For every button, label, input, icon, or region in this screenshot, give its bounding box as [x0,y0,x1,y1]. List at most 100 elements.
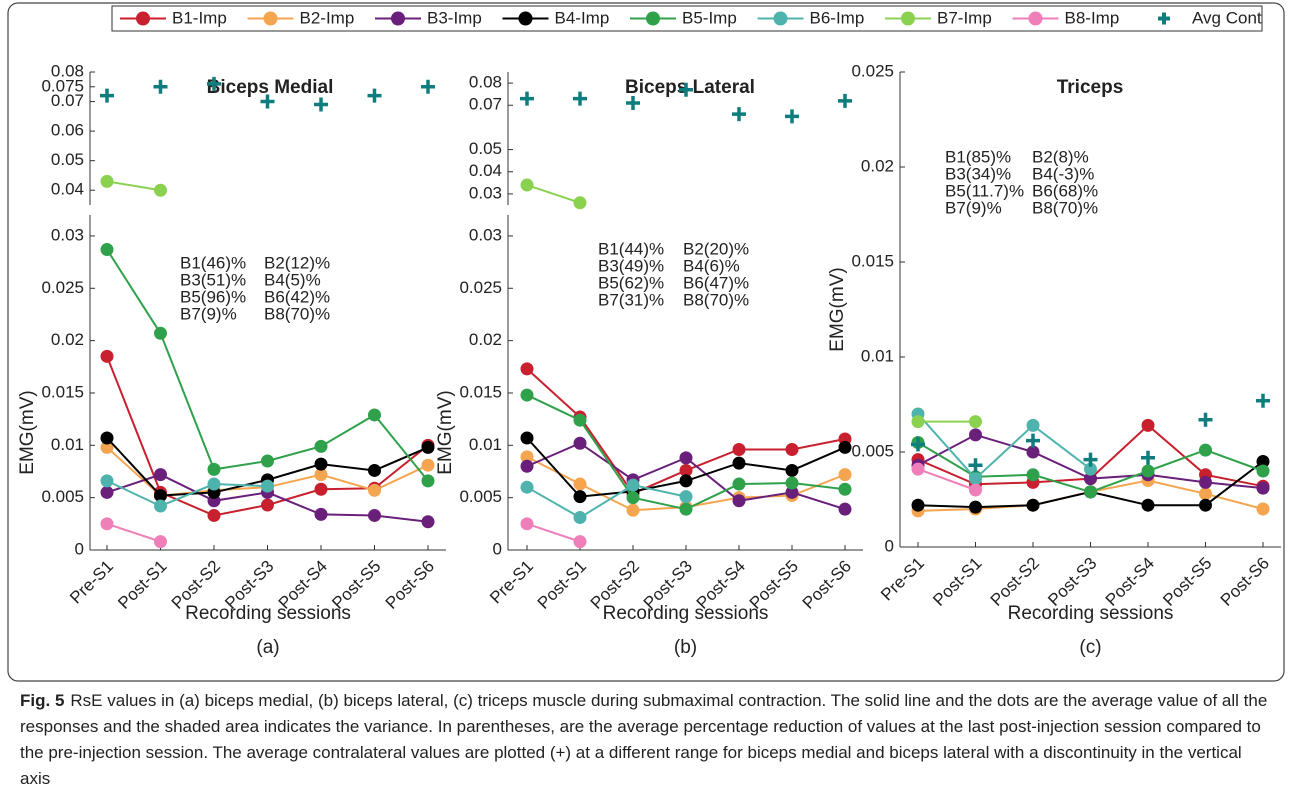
y-tick-label: 0.005 [459,487,502,506]
x-tick-label: Post-S6 [382,557,438,613]
data-point [969,472,982,486]
figure: B1-Imp B2-Imp B3-Imp B4-Imp B5-Imp B6-Imp B7-I… [7,2,1285,682]
annotation: B5(62)% [598,273,664,292]
data-point [100,431,114,445]
legend-label: B4-Imp [555,8,610,27]
data-point [679,474,693,488]
legend-label: B8-Imp [1065,8,1120,27]
legend-label: B1-Imp [172,8,227,27]
data-point [261,479,274,493]
annotation: B1(85)% [945,147,1011,166]
series-line [917,468,976,491]
data-point [261,454,274,468]
data-point [573,436,587,450]
annotation: B7(9)% [180,304,237,323]
annotation: B1(44)% [598,239,664,258]
avg-marker [1256,393,1270,408]
avg-marker [911,437,925,452]
series-line [526,184,581,204]
legend-marker [773,11,788,26]
data-point [154,183,167,197]
y-tick-label: 0.025 [851,61,894,80]
data-point [785,443,799,456]
data-point [785,485,799,499]
avg-marker [421,79,435,94]
data-point [100,440,114,454]
y-tick-label: 0.005 [41,487,84,506]
annotation: B2(8)% [1032,147,1089,166]
data-point [368,463,381,477]
series-line [106,480,268,508]
data-point [261,498,274,512]
series-line [526,484,687,519]
y-tick-label: 0.005 [851,441,894,460]
panel-label: (c) [1079,637,1101,658]
data-point [626,491,640,505]
data-point [679,490,693,504]
data-point [207,462,221,476]
y-tick-label: 0.03 [51,225,84,244]
data-point [207,508,221,522]
data-point [573,490,587,504]
y-axis-label: EMG(mV) [435,390,456,474]
annotation: B3(34)% [945,164,1011,183]
series-line [106,180,161,192]
data-point [520,480,534,494]
y-tick-label: 0.07 [51,91,84,110]
data-point [1084,472,1097,486]
annotation: B5(96)% [180,287,246,306]
data-point [732,443,746,456]
data-point [100,474,114,488]
legend-marker [391,11,405,26]
annotation: B7(31)% [598,290,664,309]
x-tick-label: Pre-S1 [66,557,117,608]
y-tick-label: 0 [885,536,894,555]
x-tick-label: Post-S6 [799,557,855,613]
data-point [368,408,381,422]
legend-label: B3-Imp [427,8,482,27]
x-axis-label: Recording sessions [185,603,351,624]
annotation: B2(12)% [264,253,330,272]
data-point [1026,445,1040,459]
avg-marker [207,76,221,91]
legend-marker [518,11,533,26]
caption-label: Fig. 5 [20,691,65,710]
data-point [520,459,534,473]
data-point [1026,468,1040,482]
data-point [421,515,435,529]
x-tick-label: Pre-S1 [486,557,537,608]
avg-marker [573,91,587,106]
legend-marker [646,11,660,26]
series-line [106,522,161,543]
avg-marker [520,91,534,106]
avg-marker [968,458,983,473]
avg-marker [100,88,114,103]
avg-marker [626,96,640,111]
x-tick-label: Post-S3 [1044,554,1100,610]
data-point [838,482,852,496]
data-point [626,503,640,517]
data-point [1256,481,1270,495]
legend-marker [901,11,915,26]
avg-marker [679,82,693,97]
data-point [1084,462,1097,476]
data-point [100,243,114,257]
y-tick-label: 0.04 [469,161,502,180]
data-point [100,174,114,188]
y-tick-label: 0.03 [469,225,502,244]
data-point [969,428,982,442]
annotation: B8(70)% [683,290,749,309]
legend-box [111,5,1263,32]
data-point [520,178,534,192]
y-axis-label: EMG(mV) [827,267,848,351]
x-axis-label: Recording sessions [1008,603,1174,624]
data-point [368,483,381,497]
avg-marker [732,107,746,122]
y-tick-label: 0.025 [459,278,502,297]
data-point [1256,502,1270,516]
data-point [368,508,381,522]
data-point [154,468,167,482]
data-point [314,482,328,496]
y-tick-label: 0.06 [51,121,84,140]
data-point [1199,475,1212,489]
